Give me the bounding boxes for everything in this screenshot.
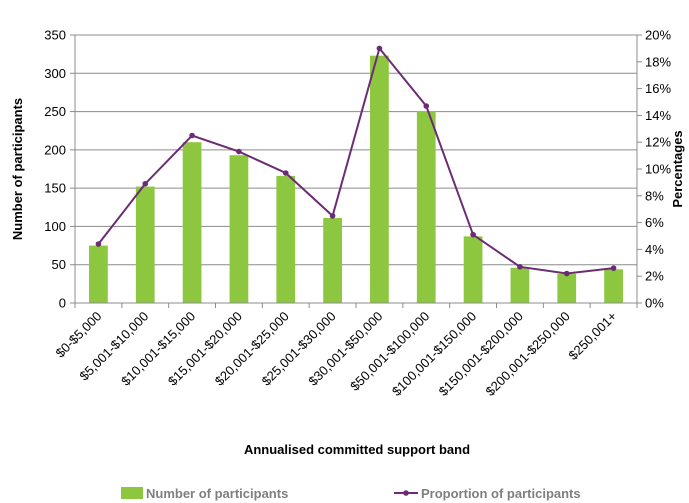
bar bbox=[135, 186, 155, 303]
bar bbox=[463, 236, 483, 303]
bar bbox=[229, 155, 249, 303]
legend: Number of participants Proportion of par… bbox=[121, 486, 581, 501]
x-tick-label: $100,001-$150,000 bbox=[389, 309, 479, 399]
line-marker bbox=[517, 264, 523, 270]
bar bbox=[510, 267, 530, 303]
x-axis-ticks: $0-$5,000$5,001-$10,000$10,001-$15,000$1… bbox=[53, 309, 620, 399]
x-tick-label: $150,001-$200,000 bbox=[436, 309, 526, 399]
y2-tick-label: 20% bbox=[645, 28, 671, 43]
y2-tick-label: 0% bbox=[645, 296, 664, 311]
proportion-line bbox=[97, 46, 614, 275]
line-marker bbox=[95, 241, 102, 247]
x-tick-label: $250,001+ bbox=[565, 309, 619, 363]
x-tick-label: $50,001-$100,000 bbox=[347, 309, 432, 394]
bar bbox=[416, 111, 436, 303]
legend-bar-swatch bbox=[121, 487, 143, 499]
left-axis-ticks: 0 50 100 150 200 250 300 350 bbox=[44, 28, 66, 311]
legend-line-marker bbox=[403, 490, 409, 496]
y-tick-label: 50 bbox=[52, 257, 66, 272]
y2-tick-label: 6% bbox=[645, 215, 664, 230]
y2-axis-title: Percentages bbox=[670, 130, 685, 207]
right-axis-ticks: 0% 2% 4% 6% 8% 10% 12% 14% 16% 18% 20% bbox=[645, 28, 671, 311]
legend-bar-label: Number of participants bbox=[146, 486, 288, 501]
y2-tick-label: 8% bbox=[645, 188, 664, 203]
line-marker bbox=[376, 45, 383, 52]
y-tick-label: 200 bbox=[44, 142, 66, 157]
y2-tick-label: 18% bbox=[645, 54, 671, 69]
y-axis-title: Number of participants bbox=[10, 98, 25, 240]
y2-tick-label: 14% bbox=[645, 108, 671, 123]
line-series bbox=[95, 45, 617, 277]
y-tick-label: 300 bbox=[44, 66, 66, 81]
bar bbox=[557, 273, 577, 303]
x-tick-label: $200,001-$250,000 bbox=[483, 309, 573, 399]
y-tick-label: 0 bbox=[59, 296, 66, 311]
bar bbox=[276, 175, 296, 303]
axes bbox=[70, 34, 642, 308]
y-tick-label: 150 bbox=[44, 181, 66, 196]
line-marker bbox=[470, 231, 476, 238]
line-marker bbox=[329, 213, 336, 219]
bar bbox=[323, 218, 342, 303]
y-tick-label: 250 bbox=[44, 104, 66, 119]
line-marker bbox=[282, 170, 289, 176]
y2-tick-label: 12% bbox=[645, 135, 671, 150]
line-marker bbox=[423, 103, 430, 109]
y2-tick-label: 10% bbox=[645, 162, 671, 177]
y-tick-label: 350 bbox=[44, 28, 66, 43]
y2-tick-label: 2% bbox=[645, 269, 664, 284]
bar-series bbox=[89, 55, 623, 303]
y2-tick-label: 16% bbox=[645, 81, 671, 96]
line-marker bbox=[142, 180, 149, 187]
gridlines bbox=[75, 34, 637, 266]
line-marker bbox=[236, 148, 242, 155]
bar bbox=[89, 245, 108, 303]
bar bbox=[604, 269, 623, 303]
legend-line-label: Proportion of participants bbox=[421, 486, 581, 501]
line-marker bbox=[189, 132, 195, 139]
y2-tick-label: 4% bbox=[645, 242, 664, 257]
x-axis-title: Annualised committed support band bbox=[244, 442, 470, 457]
y-tick-label: 100 bbox=[44, 219, 66, 234]
bar bbox=[182, 142, 202, 303]
line-marker bbox=[563, 270, 570, 277]
line-marker bbox=[610, 265, 617, 271]
bar bbox=[370, 55, 389, 303]
